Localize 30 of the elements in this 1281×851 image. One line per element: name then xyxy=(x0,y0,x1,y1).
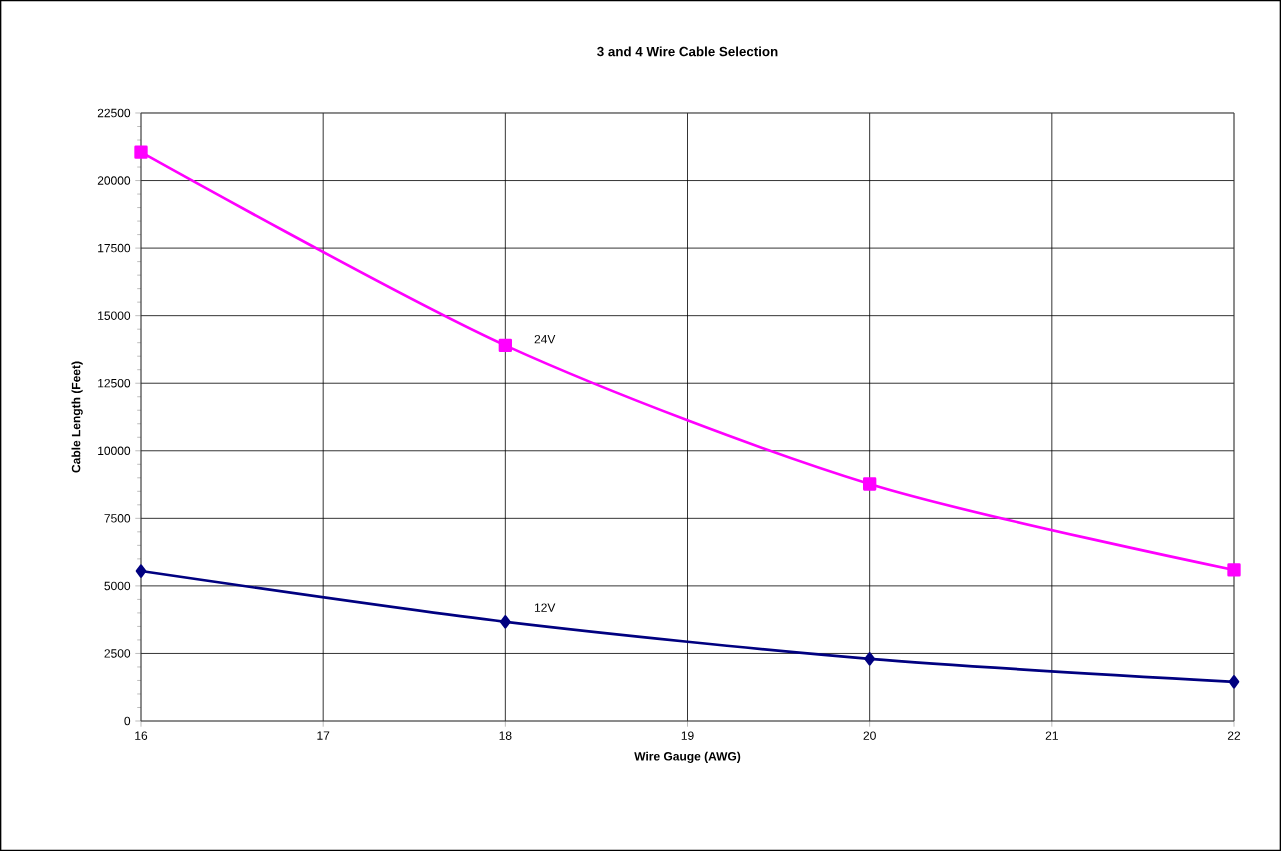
point xyxy=(500,615,511,629)
y-tick-label: 20000 xyxy=(97,176,131,185)
y-tick-label: 12500 xyxy=(98,378,131,388)
y-tick-label: 22500 xyxy=(97,108,131,118)
point xyxy=(863,477,877,491)
x-tick-label: 21 xyxy=(1045,731,1058,740)
y-axis-title: Cable Length (Feet) xyxy=(71,361,83,473)
x-tick-label: 19 xyxy=(681,731,694,740)
point xyxy=(135,564,147,578)
x-axis-title: Wire Gauge (AWG) xyxy=(634,751,741,763)
point xyxy=(498,338,513,353)
series-label: 24V xyxy=(534,334,556,344)
point xyxy=(134,145,148,159)
x-tick-label: 17 xyxy=(317,731,330,740)
y-tick-label: 2500 xyxy=(104,649,131,658)
x-tick-label: 20 xyxy=(863,731,876,740)
x-tick-label: 16 xyxy=(135,731,148,740)
chart-title: 3 and 4 Wire Cable Selection xyxy=(597,46,778,57)
point xyxy=(864,652,876,666)
y-tick-label: 7500 xyxy=(104,514,131,523)
y-tick-label: 10000 xyxy=(98,446,131,456)
y-tick-label: 15000 xyxy=(98,311,131,320)
x-tick-label: 22 xyxy=(1227,731,1241,740)
point xyxy=(1228,675,1240,689)
y-tick-label: 5000 xyxy=(104,581,131,591)
series-label: 12V xyxy=(534,603,556,612)
y-tick-label: 17500 xyxy=(98,243,131,253)
x-tick-label: 18 xyxy=(499,731,512,740)
y-tick-label: 0 xyxy=(124,716,131,726)
point xyxy=(1227,563,1241,577)
